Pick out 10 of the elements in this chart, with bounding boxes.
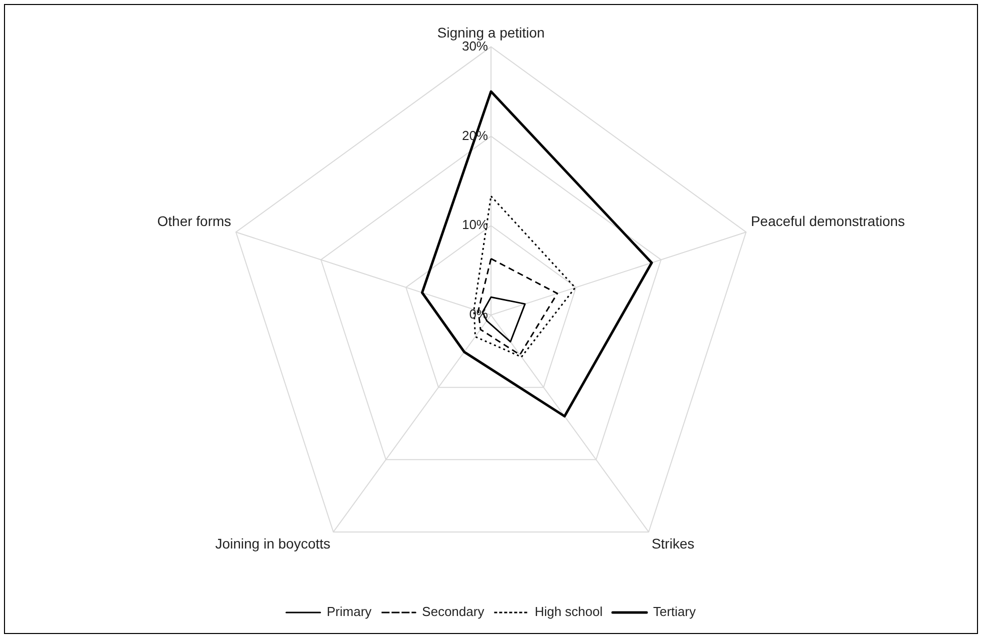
spoke-label: Strikes <box>652 535 694 552</box>
legend-label: Secondary <box>422 604 485 620</box>
spoke-label: Signing a petition <box>437 24 545 40</box>
legend-label: High school <box>534 604 603 620</box>
spoke-label: Other forms <box>157 213 232 230</box>
y-tick-label: 10% <box>462 217 488 232</box>
spoke-label: Joining in boycotts <box>215 535 330 552</box>
legend-label: Tertiary <box>653 604 696 620</box>
spoke-label: Peaceful demonstrations <box>750 213 905 230</box>
legend-label: Primary <box>326 604 372 620</box>
